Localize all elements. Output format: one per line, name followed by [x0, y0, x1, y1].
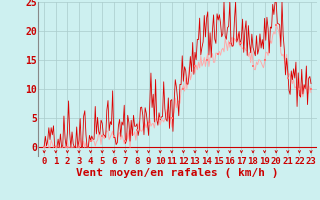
- X-axis label: Vent moyen/en rafales ( km/h ): Vent moyen/en rafales ( km/h ): [76, 168, 279, 178]
